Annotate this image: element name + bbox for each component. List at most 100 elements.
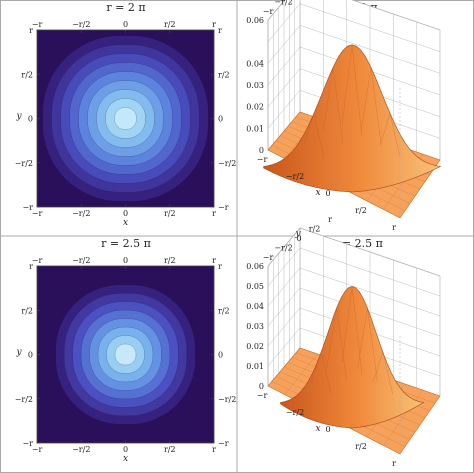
surface-plot-2: 0.060.050.040.030.020.010−r−r/20r/2r−r−r… (246, 215, 441, 468)
tick-label-bottom: −r (32, 445, 43, 454)
tick-label-top: −r/2 (72, 20, 90, 29)
tick-label-left: −r/2 (15, 395, 33, 404)
tick-label-bottom: r/2 (164, 445, 176, 454)
z-tick-label: 0.04 (246, 59, 264, 68)
z-tick-label: 0.03 (246, 81, 264, 90)
z-tick-label: 0.04 (246, 302, 264, 311)
y-axis-label: y (294, 229, 301, 239)
tick-label-top: r/2 (164, 20, 176, 29)
tick-label-bottom: 0 (123, 209, 128, 218)
x-axis-label: x (123, 218, 128, 228)
z-tick-label: 0.01 (246, 362, 264, 371)
tick-label-top: r (212, 256, 216, 265)
box-edge (267, 227, 301, 267)
tick-label-left: 0 (28, 115, 33, 124)
z-tick-label: 0.06 (246, 16, 264, 25)
tick-label-left: r/2 (21, 70, 33, 79)
tick-label-right: −r/2 (218, 395, 236, 404)
box-edge (351, 0, 441, 31)
tick-label-top: 0 (123, 20, 128, 29)
tick-label-bottom: −r/2 (72, 209, 90, 218)
z-tick-label: 0.01 (246, 124, 264, 133)
x-tick-label: −r (257, 391, 268, 400)
y-tick-label: 0 (296, 234, 301, 243)
surface-peak (263, 44, 442, 193)
grid-line (299, 247, 441, 297)
grid-line (299, 3, 441, 52)
contour-level (114, 107, 137, 130)
y-axis-label: y (15, 348, 22, 358)
peak-mesh-line (341, 44, 363, 138)
z-tick-label: 0 (259, 146, 264, 155)
surface-peak (280, 286, 425, 429)
x-tick-label: −r (257, 155, 268, 164)
peak-mesh-line (311, 351, 332, 395)
x-tick-label: r (392, 459, 396, 468)
peak-mesh-line (379, 112, 401, 158)
tick-label-bottom: r/2 (164, 209, 176, 218)
y-tick-label: −r/2 (274, 244, 292, 253)
tick-label-right: r (218, 26, 222, 35)
x-tick-label: 0 (325, 425, 330, 434)
tick-label-bottom: 0 (123, 445, 128, 454)
x-tick-label: r/2 (355, 206, 367, 215)
y-tick-label: −r (263, 7, 274, 16)
tick-label-top: −r (32, 256, 43, 265)
box-edge (267, 0, 286, 21)
tick-label-bottom: r (212, 445, 216, 454)
x-tick-label: r/2 (355, 442, 367, 451)
x-tick-label: r (392, 223, 396, 232)
z-tick-label: 0.02 (246, 103, 264, 112)
tick-label-right: 0 (218, 351, 223, 360)
z-tick-label: 0.05 (246, 282, 264, 291)
tick-label-right: −r/2 (218, 159, 236, 168)
tick-label-left: r/2 (21, 306, 33, 315)
tick-label-left: −r/2 (15, 159, 33, 168)
x-tick-label: 0 (325, 189, 330, 198)
x-tick-label: −r/2 (286, 172, 304, 181)
peak-mesh-line (326, 308, 347, 382)
tick-label-left: −r (22, 439, 33, 448)
tick-label-left: −r (22, 203, 33, 212)
tick-label-left: r (29, 262, 33, 271)
tick-label-right: r/2 (218, 70, 230, 79)
tick-label-left: 0 (28, 351, 33, 360)
y-tick-label: −r/2 (274, 0, 292, 7)
tick-label-right: 0 (218, 115, 223, 124)
surface-plot-1: 0.060.040.030.020.010−r−r/20r/2r−r−r/20r… (246, 0, 442, 232)
x-tick-label: −r/2 (286, 408, 304, 417)
peak-mesh-line (360, 67, 382, 144)
y-tick-label: r/2 (309, 225, 321, 234)
z-tick-label: 0 (259, 382, 264, 391)
x-axis-label: x (123, 454, 128, 464)
x-axis-label: x (315, 424, 320, 434)
tick-label-top: r (212, 20, 216, 29)
tick-label-top: −r (32, 20, 43, 29)
y-tick-label: r (328, 215, 332, 224)
tick-label-right: r (218, 262, 222, 271)
tick-label-bottom: −r (32, 209, 43, 218)
tick-label-top: −r/2 (72, 256, 90, 265)
z-tick-label: 0.03 (246, 322, 264, 331)
z-tick-label: 0.02 (246, 342, 264, 351)
peak-mesh-line (303, 112, 325, 158)
y-axis-label: y (15, 112, 22, 122)
z-tick-label: 0.06 (246, 262, 264, 271)
contour-level (114, 343, 137, 366)
tick-label-bottom: r (212, 209, 216, 218)
tick-label-bottom: −r/2 (72, 445, 90, 454)
peak-mesh-line (372, 351, 393, 395)
peak-mesh-line (357, 308, 378, 382)
tick-label-top: r/2 (164, 256, 176, 265)
y-tick-label: −r (263, 253, 274, 262)
box-edge (299, 227, 441, 277)
tick-label-right: r/2 (218, 306, 230, 315)
tick-label-top: 0 (123, 256, 128, 265)
mesh-line (383, 389, 423, 446)
x-axis-label: x (315, 188, 320, 198)
peak-mesh-line (322, 67, 344, 144)
